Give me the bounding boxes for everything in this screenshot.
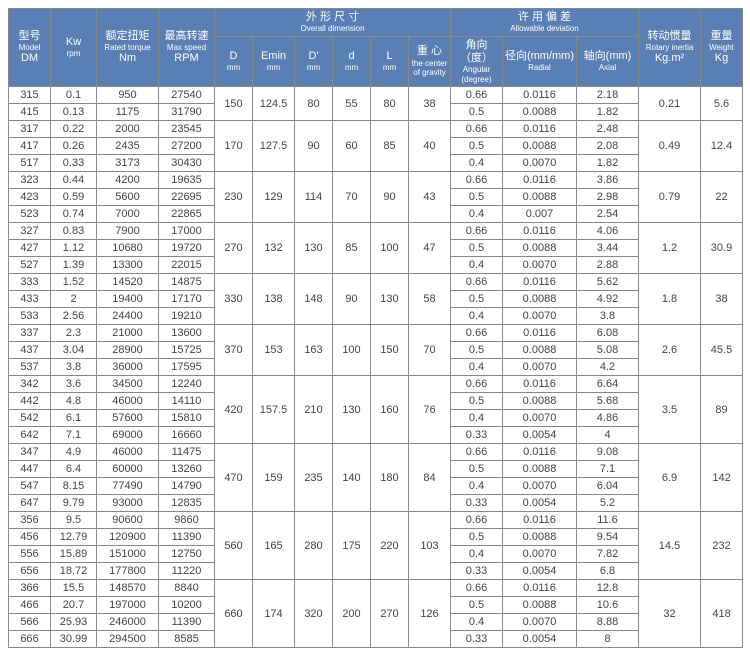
table-row: 36615.514857088406601743202002701260.660… bbox=[9, 580, 743, 597]
table-row: 3150.195027540150124.5805580380.660.0116… bbox=[9, 87, 743, 104]
table-header: 型号ModelDM Kwrpm 额定扭矩Rated torqueNm 最高转速M… bbox=[9, 9, 743, 87]
table-row: 3270.8379001700027013213085100470.660.01… bbox=[9, 223, 743, 240]
table-row: 3230.444200196352301291147090430.660.011… bbox=[9, 172, 743, 189]
table-row: 3474.94600011475470159235140180840.660.0… bbox=[9, 444, 743, 461]
table-body: 3150.195027540150124.5805580380.660.0116… bbox=[9, 87, 743, 648]
table-row: 3331.52145201487533013814890130580.660.0… bbox=[9, 274, 743, 291]
table-row: 3569.59060098605601652801752201030.660.0… bbox=[9, 512, 743, 529]
table-row: 3170.22200023545170127.5906085400.660.01… bbox=[9, 121, 743, 138]
table-row: 3372.32100013600370153163100150700.660.0… bbox=[9, 325, 743, 342]
spec-table: 型号ModelDM Kwrpm 额定扭矩Rated torqueNm 最高转速M… bbox=[8, 8, 743, 648]
table-row: 3423.63450012240420157.5210130160760.660… bbox=[9, 376, 743, 393]
